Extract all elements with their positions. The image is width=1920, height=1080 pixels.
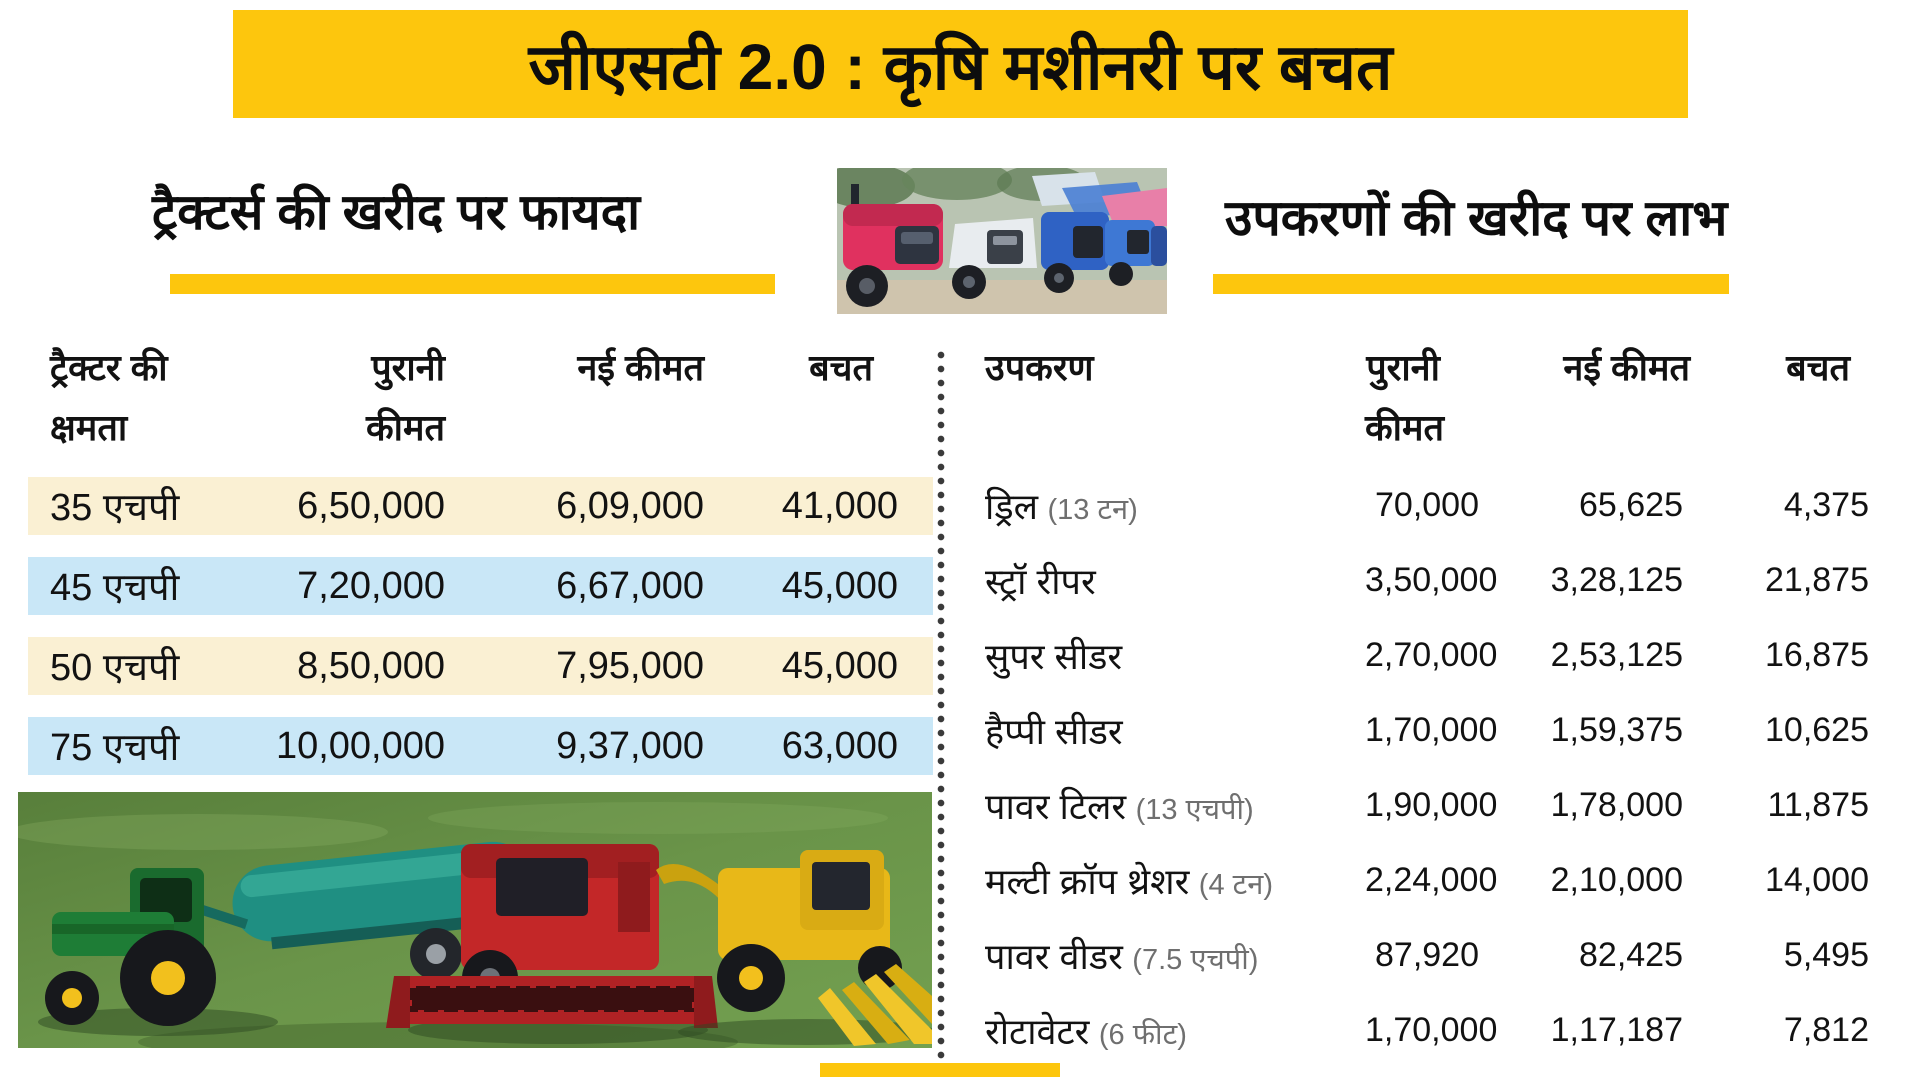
equipment-section-heading: उपकरणों की खरीद पर लाभ (1225, 190, 1728, 246)
old-price-cell: 7,20,000 (297, 564, 445, 607)
dotted-divider (937, 348, 945, 1076)
savings-cell: 21,875 (1765, 561, 1869, 599)
tractor-lineup-illustration (837, 168, 1167, 314)
equipment-cell: सुपर सीडर (985, 636, 1123, 677)
savings-cell: 16,875 (1765, 636, 1869, 674)
equipment-cell: ड्रिल (13 टन) (985, 486, 1138, 527)
old-price-cell: 8,50,000 (297, 644, 445, 687)
table-row: रोटावेटर (6 फीट) 1,70,000 1,17,187 7,812 (975, 993, 1875, 1068)
old-price-cell: 1,70,000 (1365, 711, 1498, 749)
header-savings: बचत (1786, 347, 1850, 388)
table-row: सुपर सीडर 2,70,000 2,53,125 16,875 (975, 618, 1875, 693)
capacity-cell: 35 एचपी (50, 487, 180, 529)
new-price-cell: 3,28,125 (1550, 561, 1683, 599)
savings-cell: 7,812 (1783, 1011, 1869, 1049)
new-price-cell: 1,59,375 (1550, 711, 1683, 749)
header-old-price: पुरानी कीमत (365, 347, 445, 448)
header-old-price: पुरानी कीमत (1365, 347, 1445, 448)
tractors-section-heading: ट्रैक्टर्स की खरीद पर फायदा (152, 184, 641, 240)
table-row: स्ट्रॉ रीपर 3,50,000 3,28,125 21,875 (975, 543, 1875, 618)
page-title: जीएसटी 2.0 : कृषि मशीनरी पर बचत (528, 30, 1393, 103)
new-price-cell: 2,53,125 (1550, 636, 1683, 674)
savings-cell: 5,495 (1783, 936, 1869, 974)
table-row: हैप्पी सीडर 1,70,000 1,59,375 10,625 (975, 693, 1875, 768)
new-price-cell: 2,10,000 (1550, 861, 1683, 899)
new-price-cell: 1,17,187 (1550, 1011, 1683, 1049)
equipment-heading-underline (1213, 274, 1729, 294)
capacity-cell: 75 एचपी (50, 727, 180, 769)
old-price-cell: 3,50,000 (1365, 561, 1498, 599)
farm-machinery-illustration (18, 792, 932, 1048)
savings-cell: 11,875 (1767, 786, 1869, 824)
table-row: 35 एचपी 6,50,000 6,09,000 41,000 (28, 477, 933, 535)
capacity-cell: 45 एचपी (50, 567, 180, 609)
table-row: 50 एचपी 8,50,000 7,95,000 45,000 (28, 637, 933, 695)
old-price-cell: 1,70,000 (1365, 1011, 1498, 1049)
equipment-table-header: उपकरण पुरानी कीमत नई कीमत बचत (975, 338, 1875, 458)
savings-cell: 41,000 (781, 484, 898, 527)
equipment-cell: स्ट्रॉ रीपर (985, 561, 1096, 602)
tractor-table-header: ट्रैक्टर की क्षमता पुरानी कीमत नई कीमत ब… (28, 338, 933, 458)
new-price-cell: 9,37,000 (556, 724, 704, 767)
tractor-table: ट्रैक्टर की क्षमता पुरानी कीमत नई कीमत ब… (28, 338, 933, 775)
title-banner: जीएसटी 2.0 : कृषि मशीनरी पर बचत (233, 10, 1688, 118)
savings-cell: 45,000 (781, 644, 898, 687)
equipment-cell: हैप्पी सीडर (985, 711, 1123, 752)
header-new-price: नई कीमत (1563, 347, 1690, 388)
table-row: पावर वीडर (7.5 एचपी) 87,920 82,425 5,495 (975, 918, 1875, 993)
savings-cell: 4,375 (1783, 486, 1869, 524)
old-price-cell: 2,70,000 (1365, 636, 1498, 674)
savings-cell: 10,625 (1765, 711, 1869, 749)
tractors-heading-underline (170, 274, 775, 294)
equipment-table: उपकरण पुरानी कीमत नई कीमत बचत ड्रिल (13 … (975, 338, 1875, 1052)
farm-machinery-photo (18, 792, 932, 1048)
tractor-lineup-photo (837, 168, 1167, 314)
old-price-cell: 2,24,000 (1365, 861, 1498, 899)
old-price-cell: 70,000 (1375, 486, 1479, 524)
new-price-cell: 65,625 (1579, 486, 1683, 524)
old-price-cell: 87,920 (1375, 936, 1479, 974)
header-equipment: उपकरण (985, 347, 1094, 388)
equipment-cell: रोटावेटर (6 फीट) (985, 1011, 1187, 1052)
old-price-cell: 6,50,000 (297, 484, 445, 527)
equipment-cell: मल्टी क्रॉप थ्रेशर (4 टन) (985, 861, 1273, 902)
new-price-cell: 6,67,000 (556, 564, 704, 607)
table-row: पावर टिलर (13 एचपी) 1,90,000 1,78,000 11… (975, 768, 1875, 843)
new-price-cell: 1,78,000 (1550, 786, 1683, 824)
new-price-cell: 82,425 (1579, 936, 1683, 974)
table-row: मल्टी क्रॉप थ्रेशर (4 टन) 2,24,000 2,10,… (975, 843, 1875, 918)
table-row: 75 एचपी 10,00,000 9,37,000 63,000 (28, 717, 933, 775)
savings-cell: 14,000 (1765, 861, 1869, 899)
old-price-cell: 1,90,000 (1365, 786, 1498, 824)
equipment-cell: पावर टिलर (13 एचपी) (985, 786, 1254, 827)
header-savings: बचत (809, 347, 873, 388)
equipment-cell: पावर वीडर (7.5 एचपी) (985, 936, 1259, 977)
new-price-cell: 6,09,000 (556, 484, 704, 527)
capacity-cell: 50 एचपी (50, 647, 180, 689)
header-capacity: ट्रैक्टर की क्षमता (50, 347, 168, 448)
table-row: 45 एचपी 7,20,000 6,67,000 45,000 (28, 557, 933, 615)
savings-cell: 45,000 (781, 564, 898, 607)
header-new-price: नई कीमत (577, 347, 704, 388)
bottom-accent-bar (820, 1063, 1060, 1077)
savings-cell: 63,000 (781, 724, 898, 767)
new-price-cell: 7,95,000 (556, 644, 704, 687)
table-row: ड्रिल (13 टन) 70,000 65,625 4,375 (975, 468, 1875, 543)
old-price-cell: 10,00,000 (275, 724, 445, 767)
